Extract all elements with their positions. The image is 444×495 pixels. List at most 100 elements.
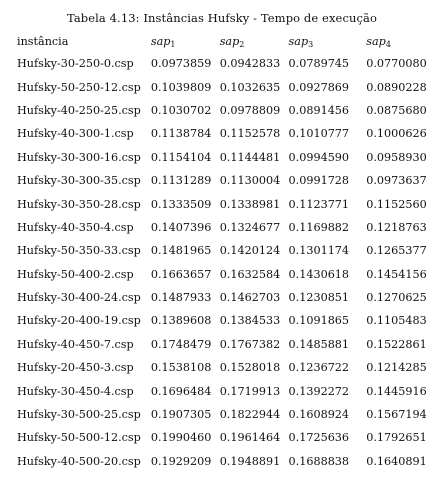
value-cell-sap1: 0.1929209 (150, 454, 212, 468)
value-cell-sap4: 0.1445916 (366, 384, 427, 398)
value-cell-sap4: 0.0958930 (366, 150, 427, 164)
value-cell-sap1: 0.1748479 (150, 337, 212, 351)
value-cell-sap2: 0.1384533 (219, 314, 281, 328)
value-cell-sap1: 0.1030702 (150, 103, 212, 117)
value-cell-sap2: 0.1130004 (219, 174, 281, 188)
value-cell-sap4: 0.1265377 (366, 244, 427, 258)
column-header-subscript: 3 (308, 39, 314, 49)
instance-name-cell: Hufsky-50-500-12.csp (17, 431, 141, 445)
value-cell-sap2: 0.1420124 (219, 244, 281, 258)
instance-name-cell: Hufsky-40-450-7.csp (17, 337, 134, 351)
value-cell-sap1: 0.1333509 (150, 197, 212, 211)
table-row: Hufsky-40-500-20.csp 0.1929209 0.1948891 0.… (17, 450, 444, 473)
value-cell-sap4: 0.1152560 (366, 197, 427, 211)
value-cell-sap1: 0.1990460 (150, 431, 212, 445)
table-row: Hufsky-40-250-25.csp 0.1030702 0.0978809 0.… (17, 99, 444, 122)
value-cell-sap3: 0.1430618 (288, 267, 350, 281)
instance-name-cell: Hufsky-40-250-25.csp (17, 103, 141, 117)
table-header-row: instância sap1 sap2 sap3 sap4 (17, 30, 444, 52)
value-cell-sap3: 0.0927869 (288, 80, 350, 94)
value-cell-sap1: 0.0973859 (150, 57, 212, 71)
column-header-symbol: sap2 (219, 34, 245, 49)
table-row: Hufsky-20-450-3.csp 0.1538108 0.1528018 0.1… (17, 356, 444, 379)
value-cell-sap2: 0.1324677 (219, 220, 281, 234)
value-cell-sap3: 0.1392272 (288, 384, 350, 398)
instance-name-cell: Hufsky-30-300-16.csp (17, 150, 141, 164)
instance-name-cell: Hufsky-30-250-0.csp (17, 57, 134, 71)
instance-name-cell: Hufsky-20-400-19.csp (17, 314, 141, 328)
column-header-subscript: 1 (170, 39, 176, 49)
column-header-symbol: sap4 (366, 34, 391, 49)
value-cell-sap2: 0.1338981 (219, 197, 281, 211)
table-body: Hufsky-30-250-0.csp 0.0973859 0.0942833 0.0… (17, 52, 444, 473)
value-cell-sap3: 0.1608924 (288, 408, 350, 422)
table-row: Hufsky-30-350-28.csp 0.1333509 0.1338981 0.… (17, 192, 444, 215)
value-cell-sap4: 0.1218763 (366, 220, 427, 234)
instance-name-cell: Hufsky-30-350-28.csp (17, 197, 141, 211)
value-cell-sap3: 0.1010777 (288, 127, 350, 141)
value-cell-sap4: 0.1270625 (366, 291, 427, 305)
value-cell-sap4: 0.1522861 (366, 337, 427, 351)
value-cell-sap3: 0.1236722 (288, 361, 350, 375)
column-header-symbol: sap1 (150, 34, 176, 49)
value-cell-sap2: 0.1767382 (219, 337, 281, 351)
value-cell-sap1: 0.1481965 (150, 244, 212, 258)
column-header-instance: instância (17, 34, 69, 48)
value-cell-sap4: 0.1567194 (366, 408, 427, 422)
value-cell-sap1: 0.1907305 (150, 408, 212, 422)
table-row: Hufsky-50-350-33.csp 0.1481965 0.1420124 0.… (17, 239, 444, 262)
table-row: Hufsky-50-500-12.csp 0.1990460 0.1961464 0.… (17, 426, 444, 449)
value-cell-sap3: 0.1230851 (288, 291, 350, 305)
value-cell-sap1: 0.1138784 (150, 127, 212, 141)
table-row: Hufsky-30-300-16.csp 0.1154104 0.1144481 0.… (17, 146, 444, 169)
value-cell-sap3: 0.1725636 (288, 431, 350, 445)
column-header-sap1: sap1 (151, 30, 220, 52)
value-cell-sap4: 0.1454156 (366, 267, 427, 281)
column-header-sap2: sap2 (220, 30, 289, 52)
results-table: instância sap1 sap2 sap3 sap4 Hufsky-30-250-… (17, 30, 444, 473)
column-header-symbol: sap3 (288, 34, 314, 49)
column-header-subscript: 2 (239, 39, 245, 49)
instance-name-cell: Hufsky-50-250-12.csp (17, 80, 141, 94)
value-cell-sap2: 0.1144481 (219, 150, 281, 164)
table-row: Hufsky-20-400-19.csp 0.1389608 0.1384533 0.… (17, 309, 444, 332)
value-cell-sap2: 0.1948891 (219, 454, 281, 468)
value-cell-sap2: 0.1032635 (219, 80, 281, 94)
instance-name-cell: Hufsky-30-300-35.csp (17, 174, 141, 188)
value-cell-sap3: 0.1301174 (288, 244, 350, 258)
value-cell-sap4: 0.1105483 (366, 314, 427, 328)
value-cell-sap1: 0.1039809 (150, 80, 212, 94)
value-cell-sap3: 0.1123771 (288, 197, 350, 211)
value-cell-sap2: 0.0978809 (219, 103, 281, 117)
value-cell-sap1: 0.1154104 (150, 150, 212, 164)
value-cell-sap2: 0.1822944 (219, 408, 281, 422)
value-cell-sap1: 0.1407396 (150, 220, 212, 234)
column-header-subscript: 4 (385, 39, 391, 49)
value-cell-sap2: 0.1528018 (219, 361, 281, 375)
column-header-sap4: sap4 (366, 30, 444, 52)
value-cell-sap4: 0.0890228 (366, 80, 427, 94)
value-cell-sap1: 0.1663657 (150, 267, 212, 281)
table-caption: Tabela 4.13: Instâncias Hufsky - Tempo d… (66, 11, 378, 25)
table-row: Hufsky-30-250-0.csp 0.0973859 0.0942833 0.0… (17, 52, 444, 75)
value-cell-sap2: 0.1152578 (219, 127, 281, 141)
table-row: Hufsky-30-500-25.csp 0.1907305 0.1822944 0.… (17, 403, 444, 426)
value-cell-sap4: 0.1000626 (366, 127, 427, 141)
table-row: Hufsky-40-450-7.csp 0.1748479 0.1767382 0.1… (17, 333, 444, 356)
value-cell-sap2: 0.1632584 (219, 267, 281, 281)
value-cell-sap3: 0.0991728 (288, 174, 350, 188)
instance-name-cell: Hufsky-30-500-25.csp (17, 408, 141, 422)
value-cell-sap2: 0.0942833 (219, 57, 281, 71)
value-cell-sap1: 0.1696484 (150, 384, 212, 398)
value-cell-sap4: 0.0770080 (366, 57, 427, 71)
value-cell-sap4: 0.1214285 (366, 361, 427, 375)
value-cell-sap3: 0.0789745 (288, 57, 350, 71)
table-row: Hufsky-30-400-24.csp 0.1487933 0.1462703 0.… (17, 286, 444, 309)
table-row: Hufsky-40-350-4.csp 0.1407396 0.1324677 0.1… (17, 216, 444, 239)
table-row: Hufsky-50-250-12.csp 0.1039809 0.1032635 0.… (17, 75, 444, 98)
column-header-sap3: sap3 (289, 30, 367, 52)
value-cell-sap3: 0.1169882 (288, 220, 350, 234)
value-cell-sap4: 0.0875680 (366, 103, 427, 117)
value-cell-sap1: 0.1538108 (150, 361, 212, 375)
